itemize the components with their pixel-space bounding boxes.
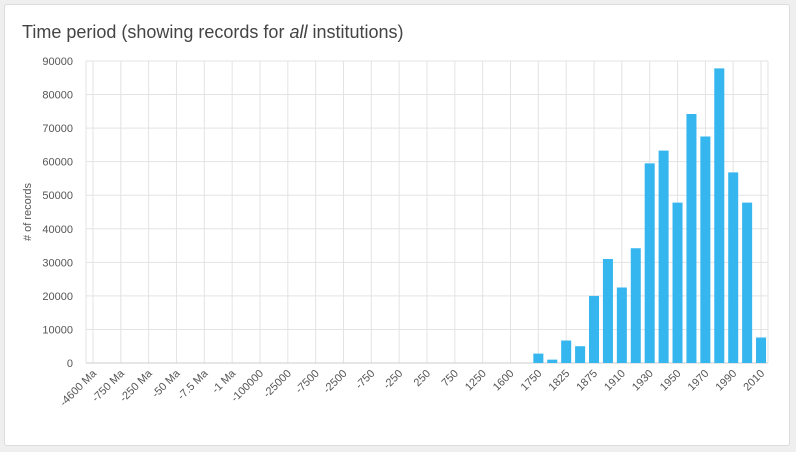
y-tick-label: 70000: [42, 123, 73, 135]
x-tick-label: 750: [439, 368, 460, 389]
card-title: Time period (showing records for all ins…: [22, 22, 404, 43]
title-prefix: Time period (showing records for: [22, 22, 290, 42]
bar: [589, 295, 600, 363]
bar: [742, 202, 753, 363]
y-axis-label: # of records: [22, 182, 34, 241]
y-tick-label: 10000: [42, 324, 73, 336]
title-emphasis: all: [289, 22, 308, 42]
x-tick-label: 1250: [463, 368, 489, 394]
bar: [561, 340, 572, 363]
bar: [728, 172, 739, 363]
x-tick-label: 1970: [686, 368, 712, 394]
y-axis-ticks: 0 10000 20000 30000 40000 50000 60000 70000 8000…: [42, 56, 73, 370]
y-tick-label: 0: [67, 358, 73, 370]
x-tick-label: 1875: [574, 368, 600, 394]
bar: [756, 337, 767, 363]
bar: [644, 163, 655, 363]
x-tick-label: 2010: [741, 368, 767, 394]
bar: [616, 287, 627, 363]
bar: [672, 202, 683, 363]
x-tick-label: 1600: [491, 368, 517, 394]
y-tick-label: 30000: [42, 257, 73, 269]
x-tick-label: 1750: [519, 368, 545, 394]
y-tick-label: 50000: [42, 190, 73, 202]
bar: [686, 114, 697, 363]
x-tick-label: 1990: [714, 368, 740, 394]
bar: [700, 136, 711, 363]
x-tick-label: 1825: [547, 368, 573, 394]
y-tick-label: 90000: [42, 56, 73, 68]
x-tick-label: -250: [381, 368, 405, 392]
bar: [575, 346, 586, 363]
title-suffix: institutions): [307, 22, 404, 42]
x-axis-ticks: -4600 Ma-750 Ma-250 Ma-50 Ma-7.5 Ma -1 Ma…: [58, 367, 767, 409]
x-tick-label: -25000: [261, 368, 294, 401]
bar: [714, 68, 725, 363]
x-tick-label: -4600 Ma: [58, 367, 100, 409]
x-tick-label: 1930: [630, 368, 656, 394]
x-tick-label: -7500: [293, 368, 321, 396]
x-tick-label: 1950: [658, 368, 684, 394]
x-tick-label: 250: [412, 368, 433, 389]
bar: [658, 150, 669, 363]
chart-bars: [533, 68, 767, 363]
x-tick-label: -2500: [321, 368, 349, 396]
x-tick-label: -750: [353, 368, 377, 392]
y-tick-label: 60000: [42, 157, 73, 169]
x-tick-label: -7.5 Ma: [176, 367, 211, 402]
bar: [547, 359, 558, 363]
bar: [630, 248, 641, 363]
bar: [533, 353, 544, 363]
bar: [602, 258, 613, 363]
x-tick-label: 1910: [602, 368, 628, 394]
y-tick-label: 40000: [42, 224, 73, 236]
y-tick-label: 20000: [42, 291, 73, 303]
y-tick-label: 80000: [42, 90, 73, 102]
